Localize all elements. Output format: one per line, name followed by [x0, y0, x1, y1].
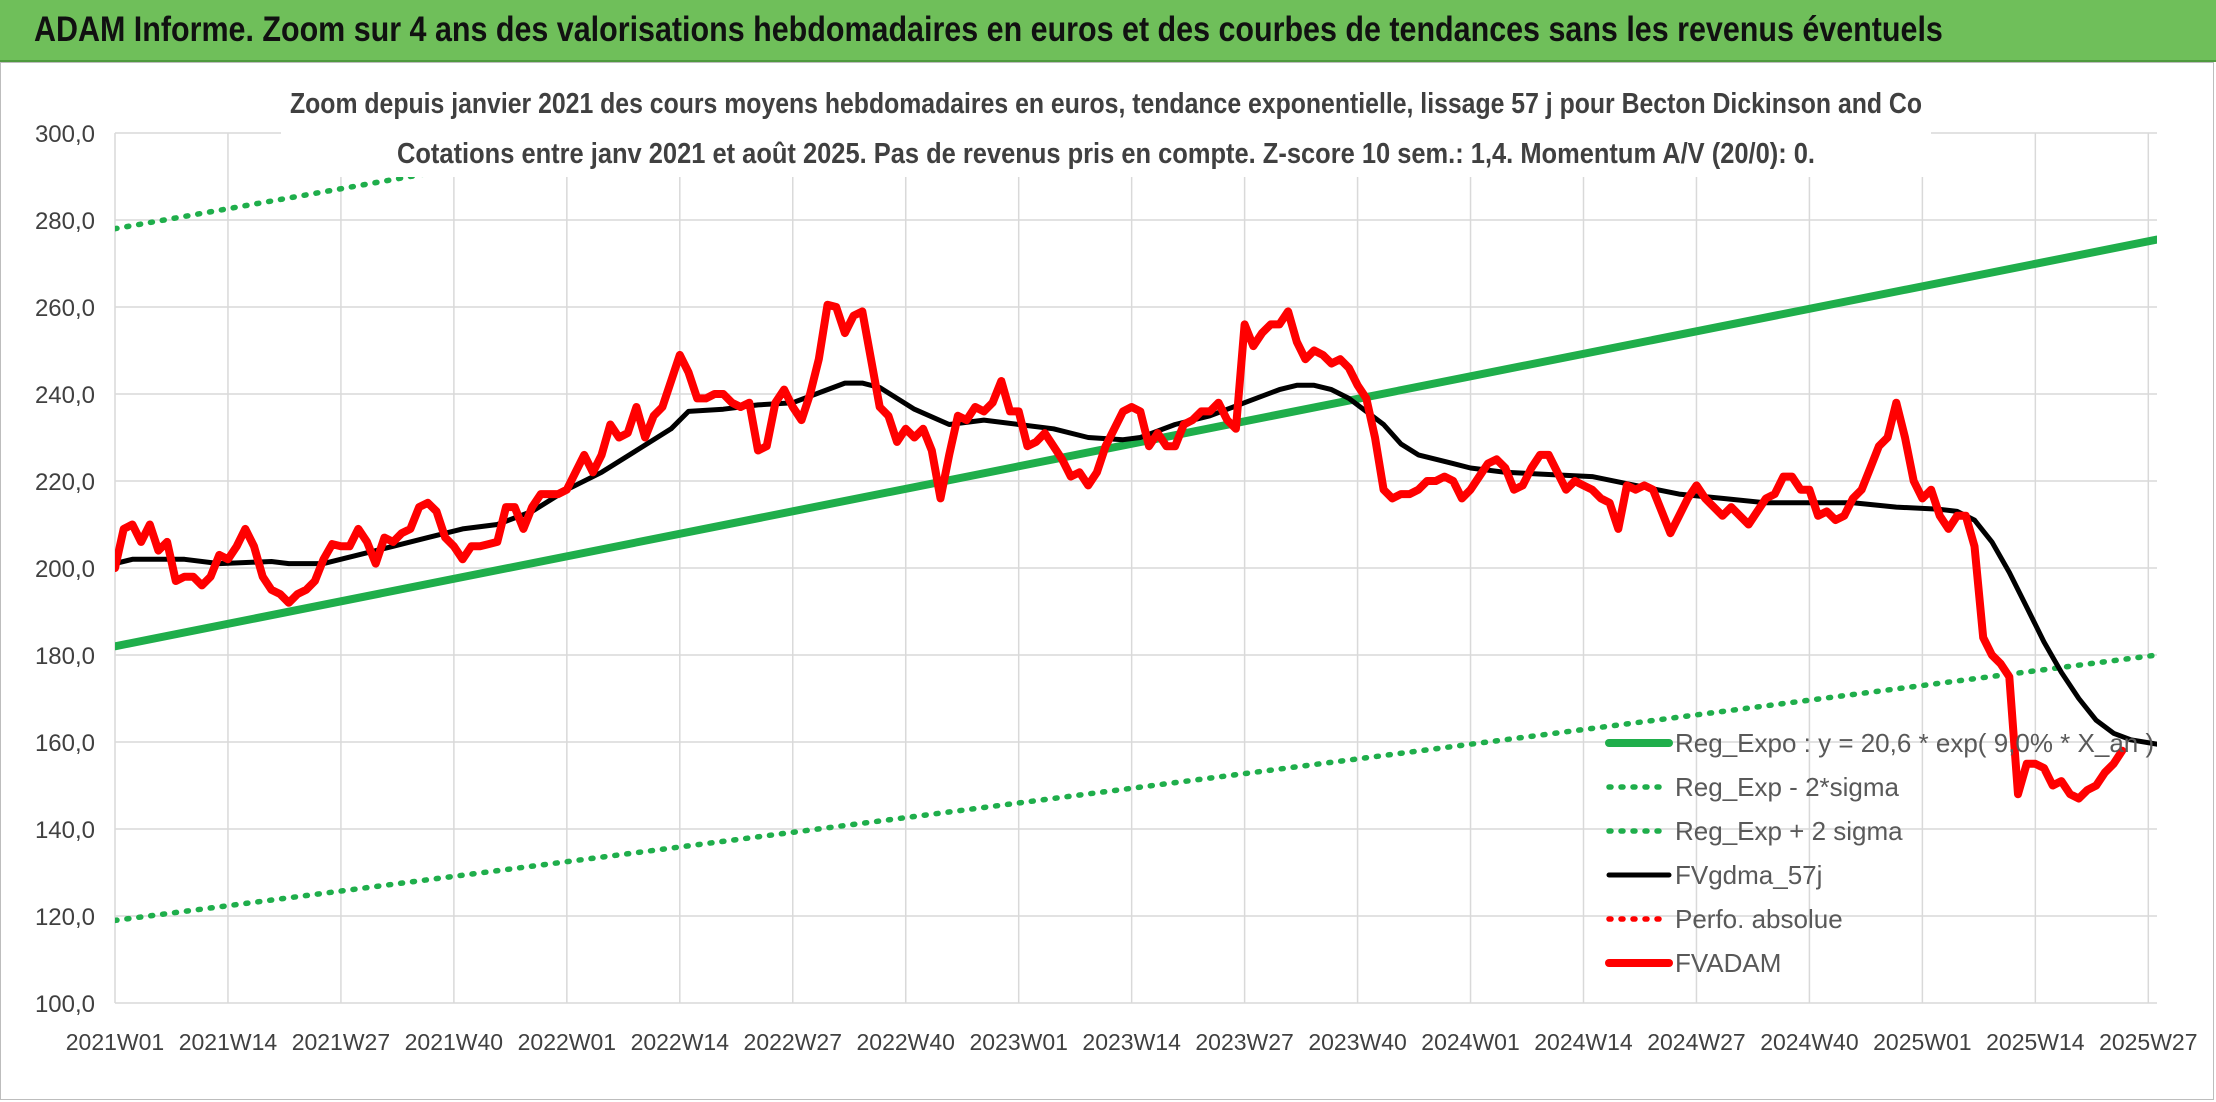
- legend-entry: Reg_Exp - 2*sigma: [1675, 772, 1900, 802]
- x-tick-label: 2024W01: [1421, 1029, 1519, 1055]
- legend-entry: Reg_Expo : y = 20,6 * exp( 9,0% * X_an ): [1675, 728, 2154, 758]
- x-tick-label: 2022W14: [631, 1029, 730, 1055]
- x-tick-label: 2025W14: [1986, 1029, 2085, 1055]
- y-tick-label: 140,0: [35, 817, 95, 844]
- x-tick-label: 2021W01: [66, 1029, 164, 1055]
- chart-subtitle: Cotations entre janv 2021 et août 2025. …: [397, 138, 1815, 170]
- price-chart: 100,0 120,0 140,0 160,0 180,0 200,0 220,0 240,0…: [35, 65, 2198, 1055]
- y-tick-label: 300,0: [35, 121, 95, 148]
- legend-entry: FVADAM: [1675, 948, 1781, 978]
- reg-expo-line: [115, 235, 2157, 651]
- y-tick-label: 280,0: [35, 208, 95, 235]
- x-tick-label: 2021W40: [405, 1029, 503, 1055]
- y-tick-label: 220,0: [35, 469, 95, 496]
- legend: Reg_Expo : y = 20,6 * exp( 9,0% * X_an )…: [1605, 728, 2154, 978]
- x-axis-ticks: 2021W01 2021W14 2021W27 2021W40 2022W01 2022W…: [66, 1029, 2198, 1055]
- y-tick-label: 240,0: [35, 382, 95, 409]
- chart-titles: Zoom depuis janvier 2021 des cours moyen…: [281, 65, 1931, 177]
- chart-frame: 100,0 120,0 140,0 160,0 180,0 200,0 220,0 240,0…: [0, 62, 2214, 1100]
- y-tick-label: 100,0: [35, 991, 95, 1018]
- x-tick-label: 2022W27: [744, 1029, 842, 1055]
- legend-entry: Perfo. absolue: [1675, 904, 1843, 934]
- series-layer: [115, 95, 2157, 924]
- x-tick-label: 2024W14: [1534, 1029, 1633, 1055]
- y-tick-label: 180,0: [35, 643, 95, 670]
- y-tick-label: 200,0: [35, 556, 95, 583]
- reg-exp-minus-2sigma-line: [115, 652, 2157, 924]
- legend-entry: Reg_Exp + 2 sigma: [1675, 816, 1903, 846]
- x-tick-label: 2023W27: [1195, 1029, 1293, 1055]
- legend-entry: FVgdma_57j: [1675, 860, 1822, 890]
- x-tick-label: 2022W40: [856, 1029, 954, 1055]
- y-tick-label: 160,0: [35, 730, 95, 757]
- chart-title: Zoom depuis janvier 2021 des cours moyen…: [290, 88, 1922, 120]
- x-tick-label: 2024W27: [1647, 1029, 1745, 1055]
- fvgdma-57j-line: [115, 380, 2157, 747]
- y-tick-label: 120,0: [35, 904, 95, 931]
- report-banner-title: ADAM Informe. Zoom sur 4 ans des valoris…: [34, 10, 1943, 49]
- x-tick-label: 2025W27: [2099, 1029, 2197, 1055]
- fvadam-line: [115, 300, 2127, 803]
- x-tick-label: 2023W01: [969, 1029, 1067, 1055]
- x-tick-label: 2024W40: [1760, 1029, 1858, 1055]
- y-axis-ticks: 100,0 120,0 140,0 160,0 180,0 200,0 220,0 240,0…: [35, 121, 95, 1018]
- x-tick-label: 2021W14: [179, 1029, 278, 1055]
- grid-layer: [114, 132, 2157, 1004]
- x-tick-label: 2023W14: [1082, 1029, 1181, 1055]
- x-tick-label: 2023W40: [1308, 1029, 1406, 1055]
- y-tick-label: 260,0: [35, 295, 95, 322]
- x-tick-label: 2025W01: [1873, 1029, 1971, 1055]
- x-tick-label: 2021W27: [292, 1029, 390, 1055]
- x-tick-label: 2022W01: [518, 1029, 616, 1055]
- report-banner: ADAM Informe. Zoom sur 4 ans des valoris…: [0, 0, 2216, 62]
- title-backdrop: [281, 65, 1931, 177]
